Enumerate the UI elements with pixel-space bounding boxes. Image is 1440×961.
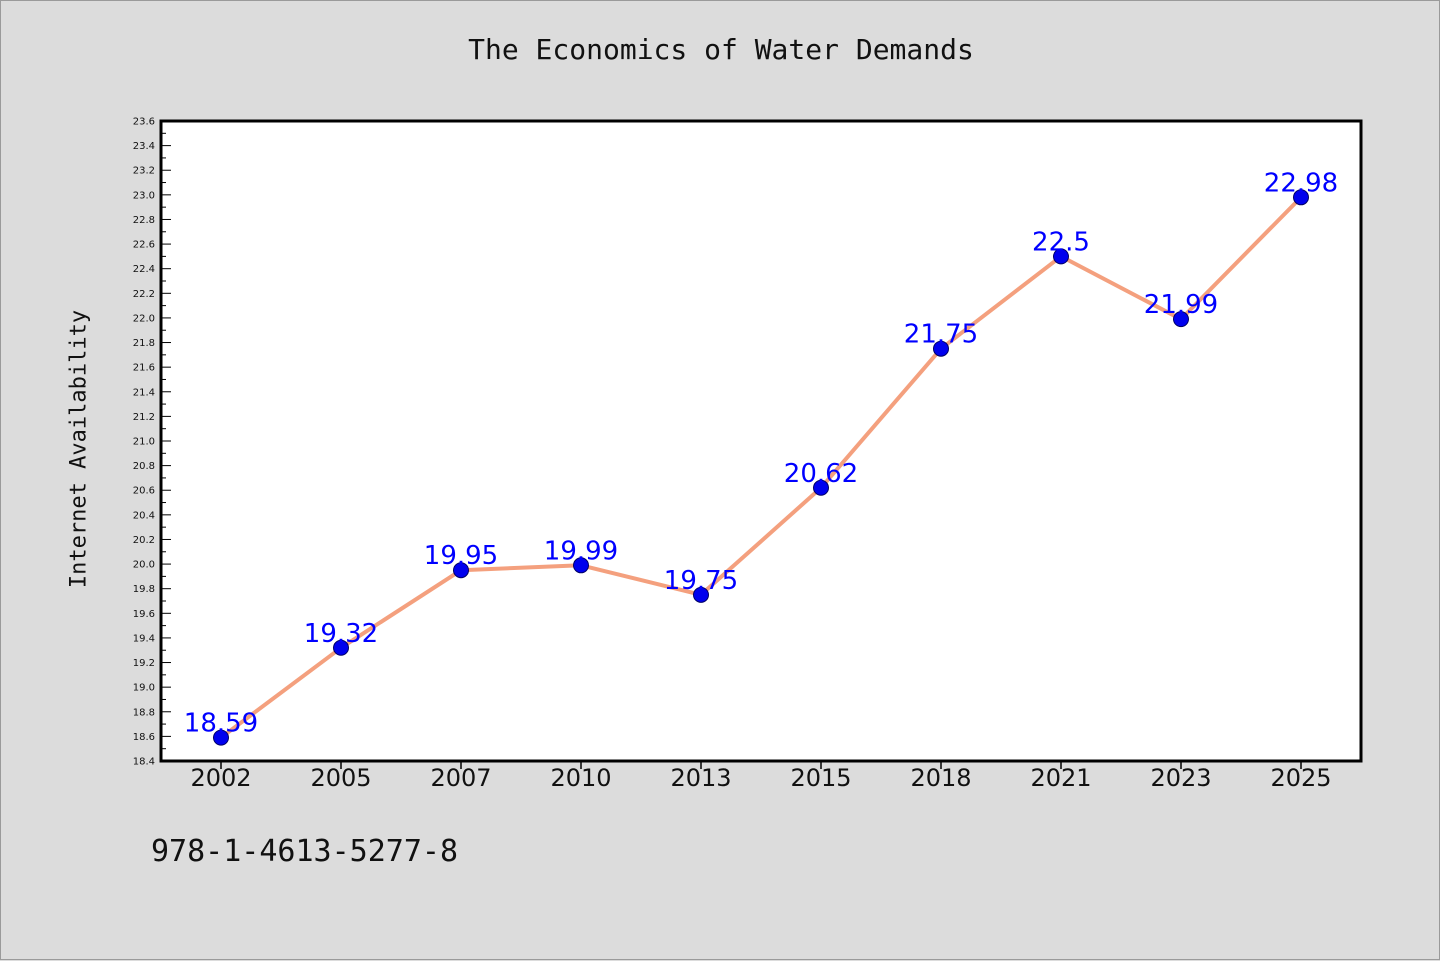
data-point: [693, 586, 709, 603]
y-tick-label: 23.0: [133, 190, 155, 201]
data-label: 19.75: [664, 566, 738, 596]
y-tick-label: 21.0: [133, 437, 155, 448]
data-label: 19.99: [544, 536, 618, 566]
data-label: 19.95: [424, 541, 498, 571]
data-label: 22.5: [1032, 227, 1090, 257]
x-tick-label: 2005: [310, 764, 371, 792]
x-tick-label: 2021: [1030, 764, 1091, 792]
data-point: [1293, 189, 1309, 206]
data-label: 18.59: [184, 709, 258, 739]
y-tick-label: 20.8: [133, 461, 155, 472]
data-label: 20.62: [784, 459, 858, 489]
y-tick-label: 22.2: [133, 289, 155, 300]
data-label: 21.99: [1144, 290, 1218, 320]
series-line: [219, 195, 1303, 740]
data-point: [813, 479, 829, 496]
data-label: 22.98: [1264, 168, 1338, 198]
chart-title: The Economics of Water Demands: [468, 33, 974, 66]
y-tick-label: 21.6: [133, 363, 155, 374]
x-tick-label: 2025: [1270, 764, 1331, 792]
y-tick-label: 22.6: [133, 240, 155, 251]
data-point: [333, 639, 349, 656]
data-point: [453, 562, 469, 579]
y-tick-label: 19.2: [133, 658, 155, 669]
y-tick-label: 22.8: [133, 215, 155, 226]
data-point: [1173, 311, 1189, 328]
data-label: 19.32: [304, 619, 378, 649]
data-label: 21.75: [904, 320, 978, 350]
y-tick-label: 19.8: [133, 584, 155, 595]
x-tick-label: 2007: [430, 764, 491, 792]
y-tick-label: 20.0: [133, 560, 155, 571]
y-tick-label: 19.6: [133, 609, 155, 620]
y-tick-label: 23.2: [133, 166, 155, 177]
y-tick-label: 23.4: [133, 141, 155, 152]
x-tick-label: 2010: [550, 764, 611, 792]
y-tick-label: 22.4: [133, 264, 155, 275]
y-tick-label: 18.8: [133, 707, 155, 718]
y-tick-label: 20.4: [133, 510, 155, 521]
x-tick-label: 2013: [670, 764, 731, 792]
data-point: [213, 729, 229, 746]
y-tick-label: 21.4: [133, 387, 155, 398]
x-tick-label: 2015: [790, 764, 851, 792]
x-tick-label: 2018: [910, 764, 971, 792]
plot-area: [159, 119, 1363, 763]
x-tick-label: 2023: [1150, 764, 1211, 792]
data-point: [573, 557, 589, 574]
y-tick-label: 21.8: [133, 338, 155, 349]
isbn-code: 978-1-4613-5277-8: [151, 834, 459, 869]
data-point: [933, 340, 949, 357]
data-point: [1053, 248, 1069, 265]
y-tick-label: 22.0: [133, 313, 155, 324]
y-tick-label: 18.4: [133, 757, 155, 768]
y-tick-label: 19.4: [133, 633, 155, 644]
y-tick-label: 20.2: [133, 535, 155, 546]
y-tick-label: 21.2: [133, 412, 155, 423]
x-tick-label: 2002: [190, 764, 251, 792]
y-tick-label: 20.6: [133, 486, 155, 497]
y-tick-label: 19.0: [133, 683, 155, 694]
y-tick-label: 23.6: [133, 117, 155, 128]
y-tick-label: 18.6: [133, 732, 155, 743]
